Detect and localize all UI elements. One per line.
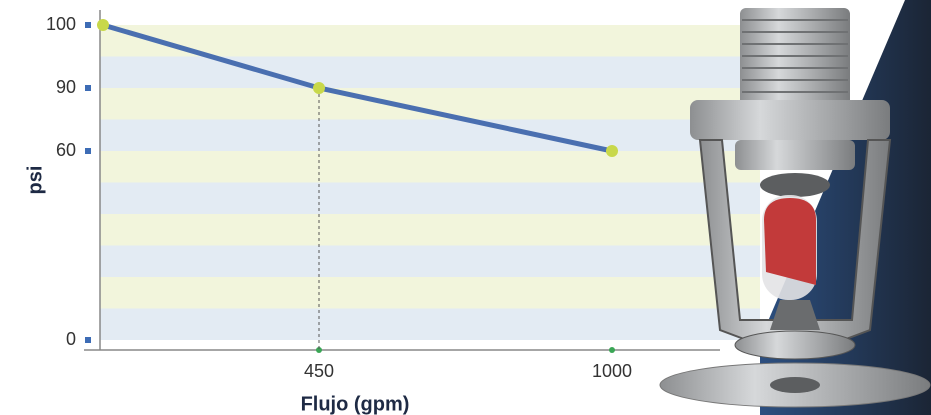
grid-band <box>100 88 760 120</box>
x-tick-label: 1000 <box>592 361 632 381</box>
grid-band <box>100 57 760 89</box>
y-axis-title: psi <box>24 166 46 195</box>
x-axis-title: Flujo (gpm) <box>301 393 410 415</box>
y-tick-mark <box>85 337 91 343</box>
x-tick-mark <box>609 347 615 353</box>
y-tick-mark <box>85 148 91 154</box>
y-tick-label: 60 <box>56 140 76 160</box>
grid-band <box>100 309 760 341</box>
grid-band <box>100 277 760 309</box>
grid-band <box>100 214 760 246</box>
background-stripes <box>100 25 760 340</box>
data-point <box>606 145 618 157</box>
grid-band <box>100 151 760 183</box>
grid-band <box>100 246 760 278</box>
grid-band <box>100 183 760 215</box>
y-tick-label: 100 <box>46 14 76 34</box>
data-point <box>97 19 109 31</box>
x-tick-label: 450 <box>304 361 334 381</box>
grid-band <box>100 120 760 152</box>
data-point <box>313 82 325 94</box>
y-tick-label: 90 <box>56 77 76 97</box>
y-tick-mark <box>85 85 91 91</box>
y-tick-label: 0 <box>66 329 76 349</box>
y-tick-mark <box>85 22 91 28</box>
chart: 0 60 90 100 450 1000 psi Flujo (gpm) <box>0 0 931 415</box>
